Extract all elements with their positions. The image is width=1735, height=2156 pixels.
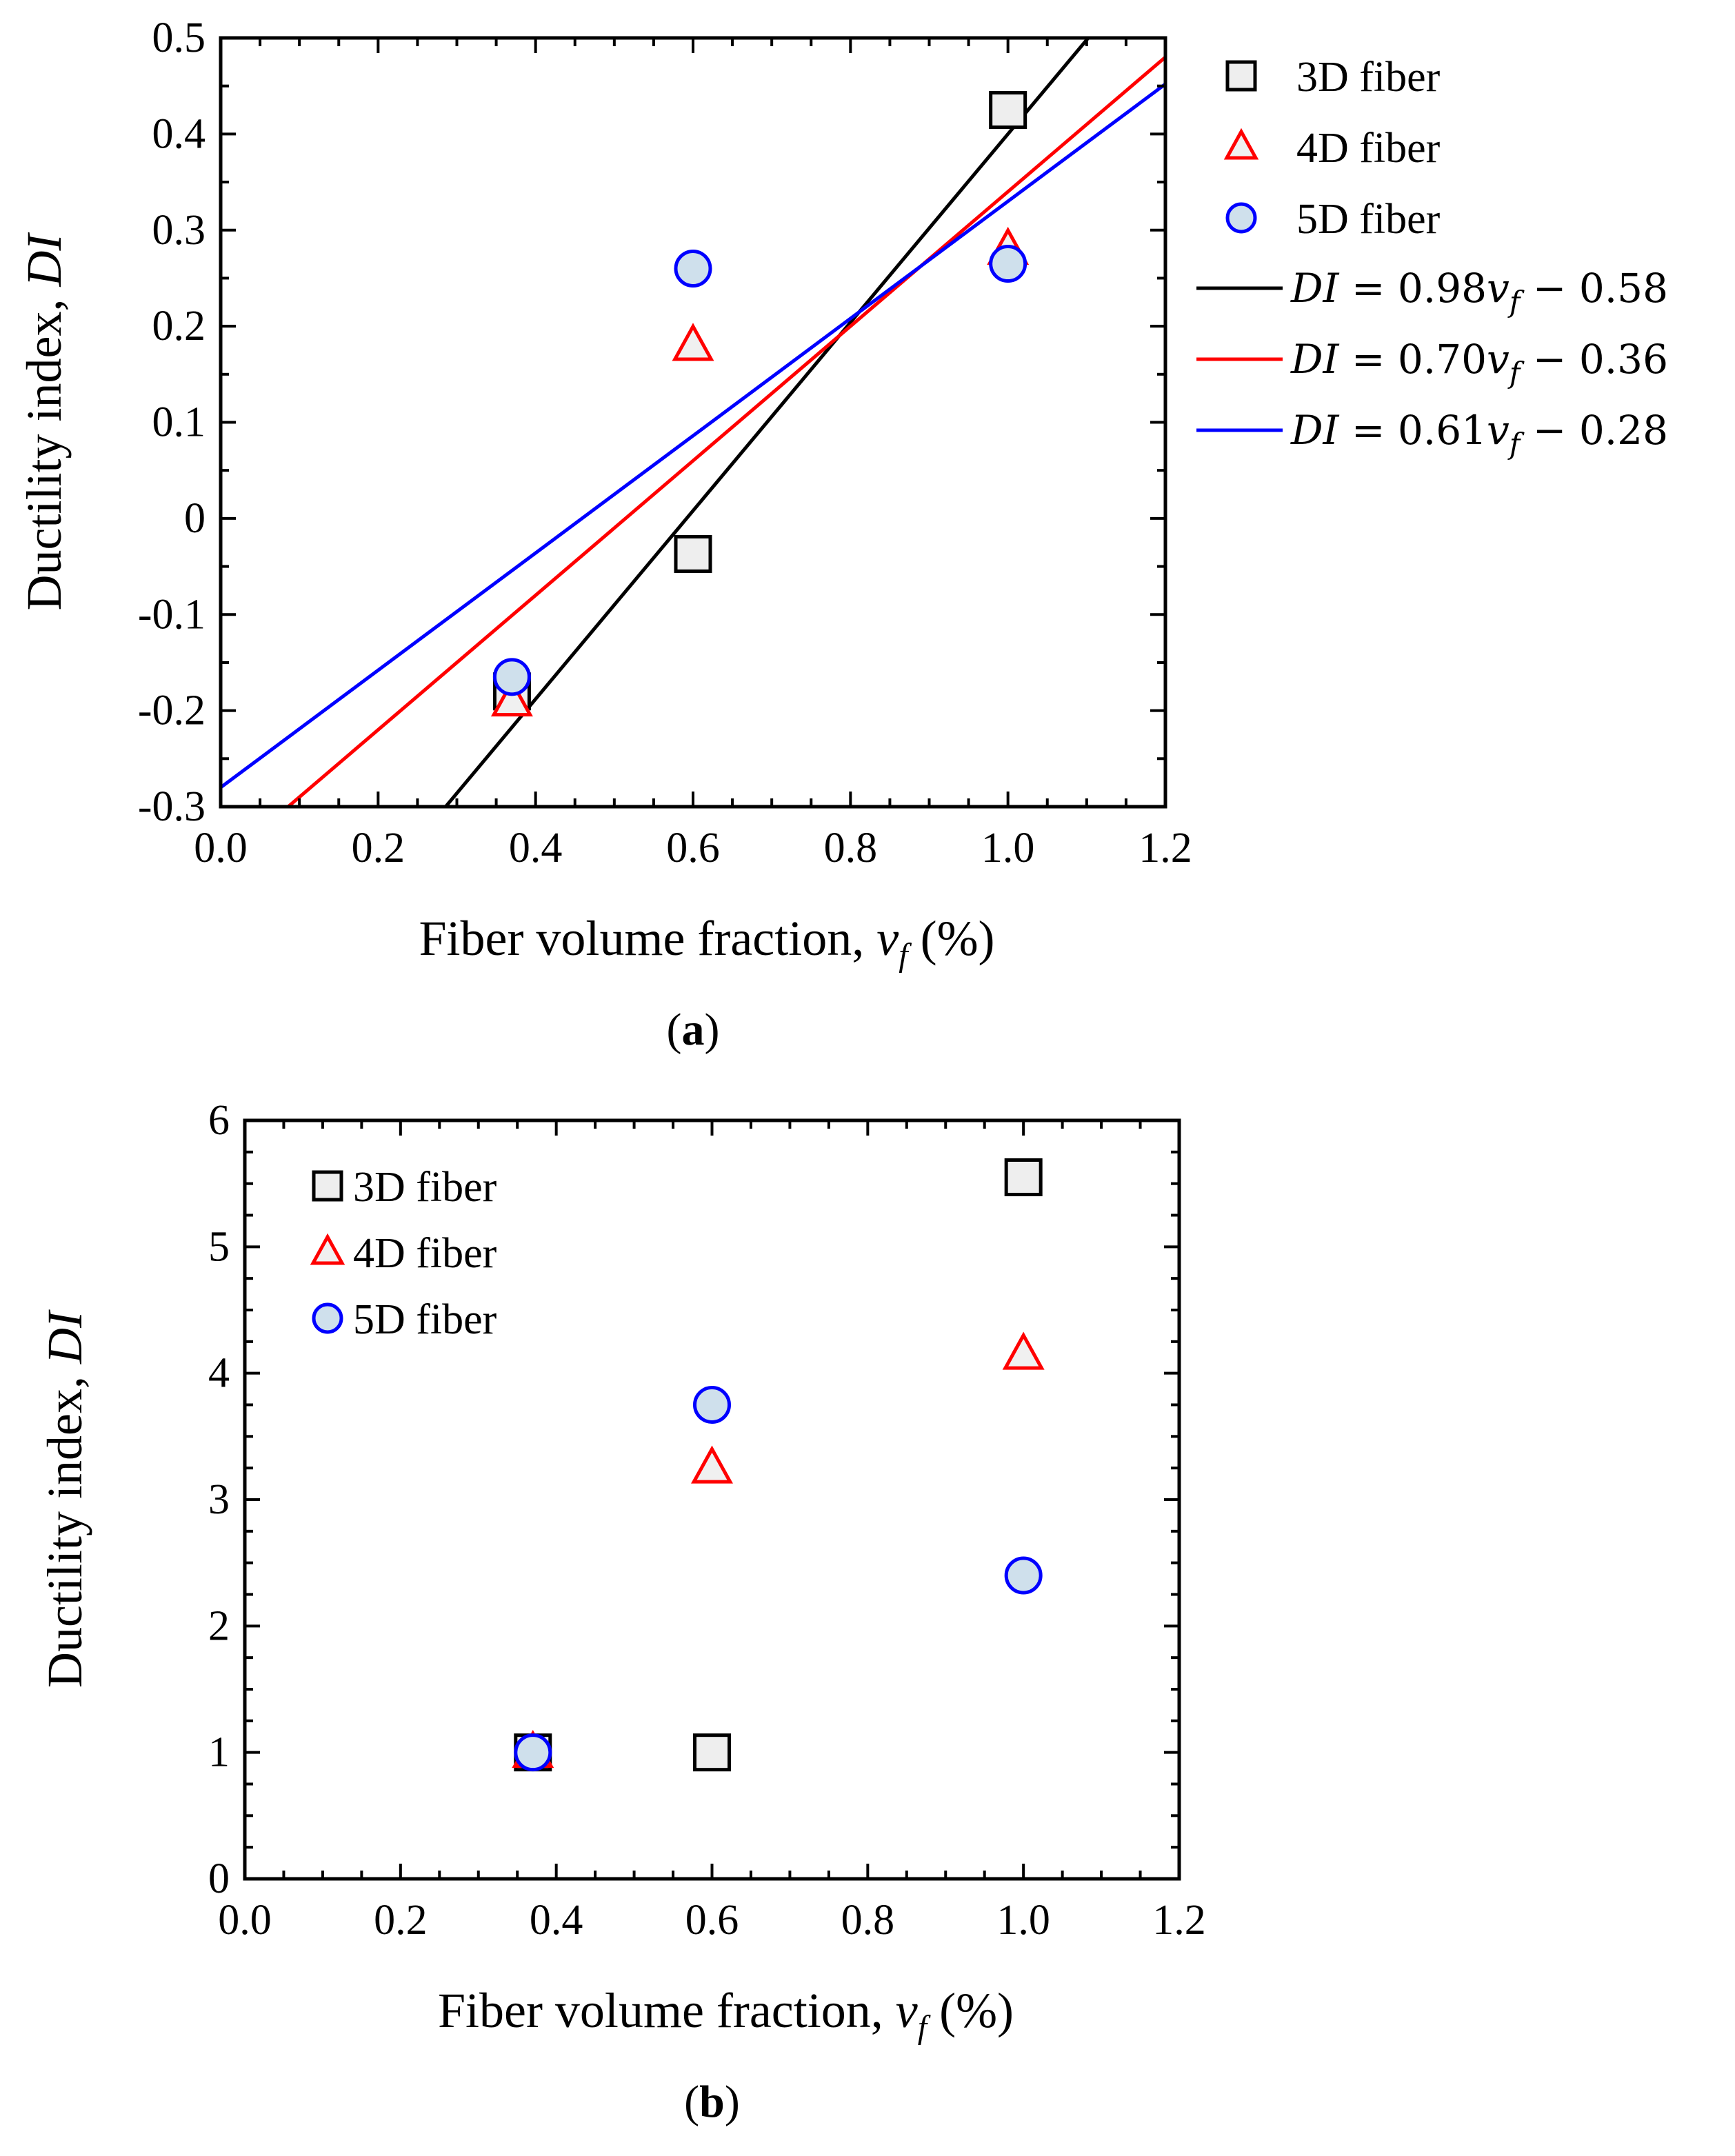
- x-tick-label: 0.6: [666, 825, 720, 872]
- legend: 3D fiber 4D fiber 5D fiber DI = 0.98vf − 0.…: [1196, 54, 1668, 461]
- y-tick-label: 4: [208, 1350, 230, 1397]
- x-tick-label: 0.4: [530, 1897, 583, 1944]
- legend-item-circle: 5D fiber: [312, 1296, 497, 1343]
- y-axis-title: Ductility index, DI: [17, 232, 72, 611]
- point-circle-1: [492, 658, 531, 696]
- legend-square-marker: [312, 1170, 343, 1202]
- x-tick-label: 0.6: [685, 1897, 739, 1944]
- y-tick-label: 3: [208, 1476, 230, 1523]
- y-tick-label: -0.1: [138, 591, 205, 638]
- legend-item-square: 3D fiber: [1225, 54, 1441, 101]
- point-triangle-2: [672, 323, 714, 361]
- x-tick-label: 1.2: [1152, 1897, 1206, 1944]
- y-tick-label: 0.3: [152, 207, 206, 254]
- legend-item-circle: 5D fiber: [1225, 196, 1441, 243]
- chart-panel-b: 0.0 0.2 0.4 0.6 0.8 1.0 1.2 6 5 4 3 2 1 0 Fiber volume…: [37, 1097, 1206, 2127]
- legend-circle-marker: [1225, 202, 1257, 234]
- legend-item-square: 3D fiber: [312, 1164, 497, 1211]
- x-tick-label: 0.8: [841, 1897, 895, 1944]
- legend-item-triangle: 4D fiber: [310, 1230, 497, 1277]
- legend-label: 4D fiber: [353, 1230, 497, 1277]
- x-tick-label: 1.0: [996, 1897, 1050, 1944]
- y-axis-title: Ductility index, DI: [37, 1309, 92, 1688]
- legend-label: 3D fiber: [353, 1164, 497, 1211]
- y-tick-label: 0: [184, 495, 205, 542]
- y-tick-label: -0.3: [138, 783, 205, 830]
- y-tick-label: 0: [208, 1855, 230, 1902]
- y-tick-label: 5: [208, 1223, 230, 1270]
- legend-label: 5D fiber: [353, 1296, 497, 1343]
- legend-label: 4D fiber: [1296, 125, 1441, 172]
- fit-line-2: [285, 55, 1165, 807]
- legend-fit-2: DI = 0.70vf − 0.36: [1196, 336, 1668, 390]
- y-tick-label: 6: [208, 1097, 230, 1144]
- legend-triangle-marker: [310, 1233, 345, 1265]
- y-tick-label: 0.1: [152, 399, 206, 446]
- panel-label: (a): [667, 1005, 720, 1055]
- x-tick-label: 0.0: [218, 1897, 272, 1944]
- x-tick-label: 0.0: [194, 825, 248, 872]
- x-axis-title: Fiber volume fraction, vf (%): [438, 1983, 1014, 2046]
- legend-fit-equation: DI = 0.61vf − 0.28: [1290, 407, 1668, 461]
- axis-ticks: [243, 1119, 1181, 1880]
- point-square-3: [989, 91, 1027, 130]
- panel-label: (b): [684, 2077, 740, 2127]
- legend-label: 3D fiber: [1296, 54, 1441, 101]
- axis-ticks: [219, 37, 1167, 808]
- point-triangle-2: [691, 1445, 733, 1484]
- point-circle-2: [674, 250, 712, 288]
- point-circle-2: [693, 1386, 731, 1424]
- point-square-2: [693, 1733, 731, 1772]
- legend-fit-3: DI = 0.61vf − 0.28: [1196, 407, 1668, 461]
- x-tick-label: 0.4: [509, 825, 563, 872]
- fit-line-3: [221, 82, 1165, 789]
- y-tick-label: 2: [208, 1602, 230, 1649]
- point-square-2: [674, 534, 712, 573]
- plot-frame: [219, 36, 1167, 809]
- x-axis-title: Fiber volume fraction, vf (%): [419, 911, 994, 974]
- point-circle-3: [1004, 1556, 1043, 1595]
- data-markers: [490, 91, 1030, 717]
- point-circle-3: [989, 245, 1027, 283]
- legend-square-marker: [1225, 60, 1257, 92]
- legend-label: 5D fiber: [1296, 196, 1441, 243]
- y-tick-label: 1: [208, 1729, 230, 1776]
- x-tick-label: 0.2: [374, 1897, 428, 1944]
- x-tick-label: 0.2: [352, 825, 405, 872]
- y-tick-label: 0.4: [152, 110, 206, 157]
- point-square-3: [1004, 1158, 1043, 1196]
- x-tick-label: 0.8: [824, 825, 878, 872]
- point-triangle-3: [1002, 1331, 1045, 1370]
- point-circle-1: [514, 1733, 552, 1772]
- legend-item-triangle: 4D fiber: [1223, 125, 1441, 172]
- legend-fit-1: DI = 0.98vf − 0.58: [1196, 265, 1668, 319]
- fit-line-1: [443, 38, 1091, 807]
- point-triangle-1: [490, 678, 533, 717]
- x-tick-label: 1.2: [1139, 825, 1192, 872]
- legend: 3D fiber 4D fiber 5D fiber: [310, 1164, 497, 1343]
- legend-triangle-marker: [1223, 128, 1259, 160]
- y-tick-label: -0.2: [138, 687, 205, 734]
- chart-panel-a: 0.0 0.2 0.4 0.6 0.8 1.0 1.2 0.5 0.4 0.3 0.2 0.1 0 -0.…: [17, 14, 1668, 1055]
- data-markers: [512, 1158, 1045, 1772]
- y-tick-label: 0.5: [152, 14, 206, 61]
- legend-fit-equation: DI = 0.70vf − 0.36: [1290, 336, 1668, 390]
- fit-lines: [221, 38, 1165, 807]
- legend-circle-marker: [312, 1302, 343, 1334]
- legend-fit-equation: DI = 0.98vf − 0.58: [1290, 265, 1668, 319]
- x-tick-label: 1.0: [981, 825, 1035, 872]
- y-tick-label: 0.2: [152, 303, 206, 350]
